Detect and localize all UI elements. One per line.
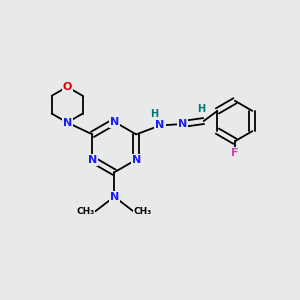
Text: H: H: [151, 109, 159, 119]
Text: CH₃: CH₃: [134, 207, 152, 216]
Text: O: O: [62, 82, 72, 92]
Text: F: F: [231, 148, 238, 158]
Text: N: N: [178, 119, 187, 129]
Text: N: N: [88, 155, 97, 165]
Text: N: N: [110, 192, 119, 202]
Text: N: N: [132, 155, 141, 165]
Text: N: N: [63, 118, 72, 128]
Text: H: H: [196, 104, 205, 114]
Text: N: N: [155, 121, 165, 130]
Text: CH₃: CH₃: [77, 207, 95, 216]
Text: N: N: [110, 117, 119, 127]
